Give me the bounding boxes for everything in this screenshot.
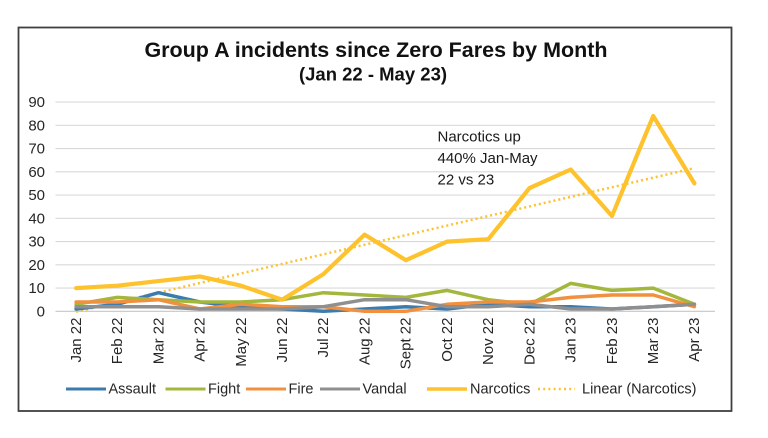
svg-text:30: 30 [28,234,45,251]
svg-text:Apr 22: Apr 22 [192,318,209,362]
svg-text:0: 0 [37,303,45,320]
svg-text:Feb 23: Feb 23 [604,318,621,365]
svg-text:Jan 23: Jan 23 [563,318,580,363]
svg-text:22 vs 23: 22 vs 23 [438,172,495,189]
svg-text:(Jan 22 - May 23): (Jan 22 - May 23) [299,64,447,85]
svg-text:Nov 22: Nov 22 [480,318,497,366]
svg-text:Jul 22: Jul 22 [315,318,332,358]
svg-text:May 22: May 22 [233,318,250,367]
svg-text:Oct 22: Oct 22 [439,318,456,362]
svg-text:Vandal: Vandal [363,382,407,398]
svg-text:Aug 22: Aug 22 [356,318,373,366]
svg-text:Narcotics: Narcotics [470,382,530,398]
svg-text:20: 20 [28,257,45,274]
svg-text:Fire: Fire [289,382,314,398]
svg-text:90: 90 [28,94,45,111]
svg-text:440% Jan-May: 440% Jan-May [438,150,539,167]
svg-text:Mar 22: Mar 22 [150,318,167,365]
svg-text:Apr 23: Apr 23 [686,318,703,362]
svg-text:Fight: Fight [208,382,240,398]
svg-text:Narcotics up: Narcotics up [438,129,521,146]
svg-text:70: 70 [28,141,45,158]
svg-text:Group A incidents since Zero F: Group A incidents since Zero Fares by Mo… [144,38,607,62]
svg-text:80: 80 [28,117,45,134]
svg-text:Linear (Narcotics): Linear (Narcotics) [582,382,696,398]
svg-text:Dec 22: Dec 22 [521,318,538,366]
svg-text:Assault: Assault [109,382,157,398]
svg-text:Sept 22: Sept 22 [398,318,415,370]
svg-text:10: 10 [28,280,45,297]
svg-text:Jun 22: Jun 22 [274,318,291,363]
svg-text:40: 40 [28,210,45,227]
svg-text:60: 60 [28,164,45,181]
svg-text:Feb 22: Feb 22 [109,318,126,365]
svg-text:Mar 23: Mar 23 [645,318,662,365]
svg-text:50: 50 [28,187,45,204]
svg-text:Jan 22: Jan 22 [68,318,85,363]
